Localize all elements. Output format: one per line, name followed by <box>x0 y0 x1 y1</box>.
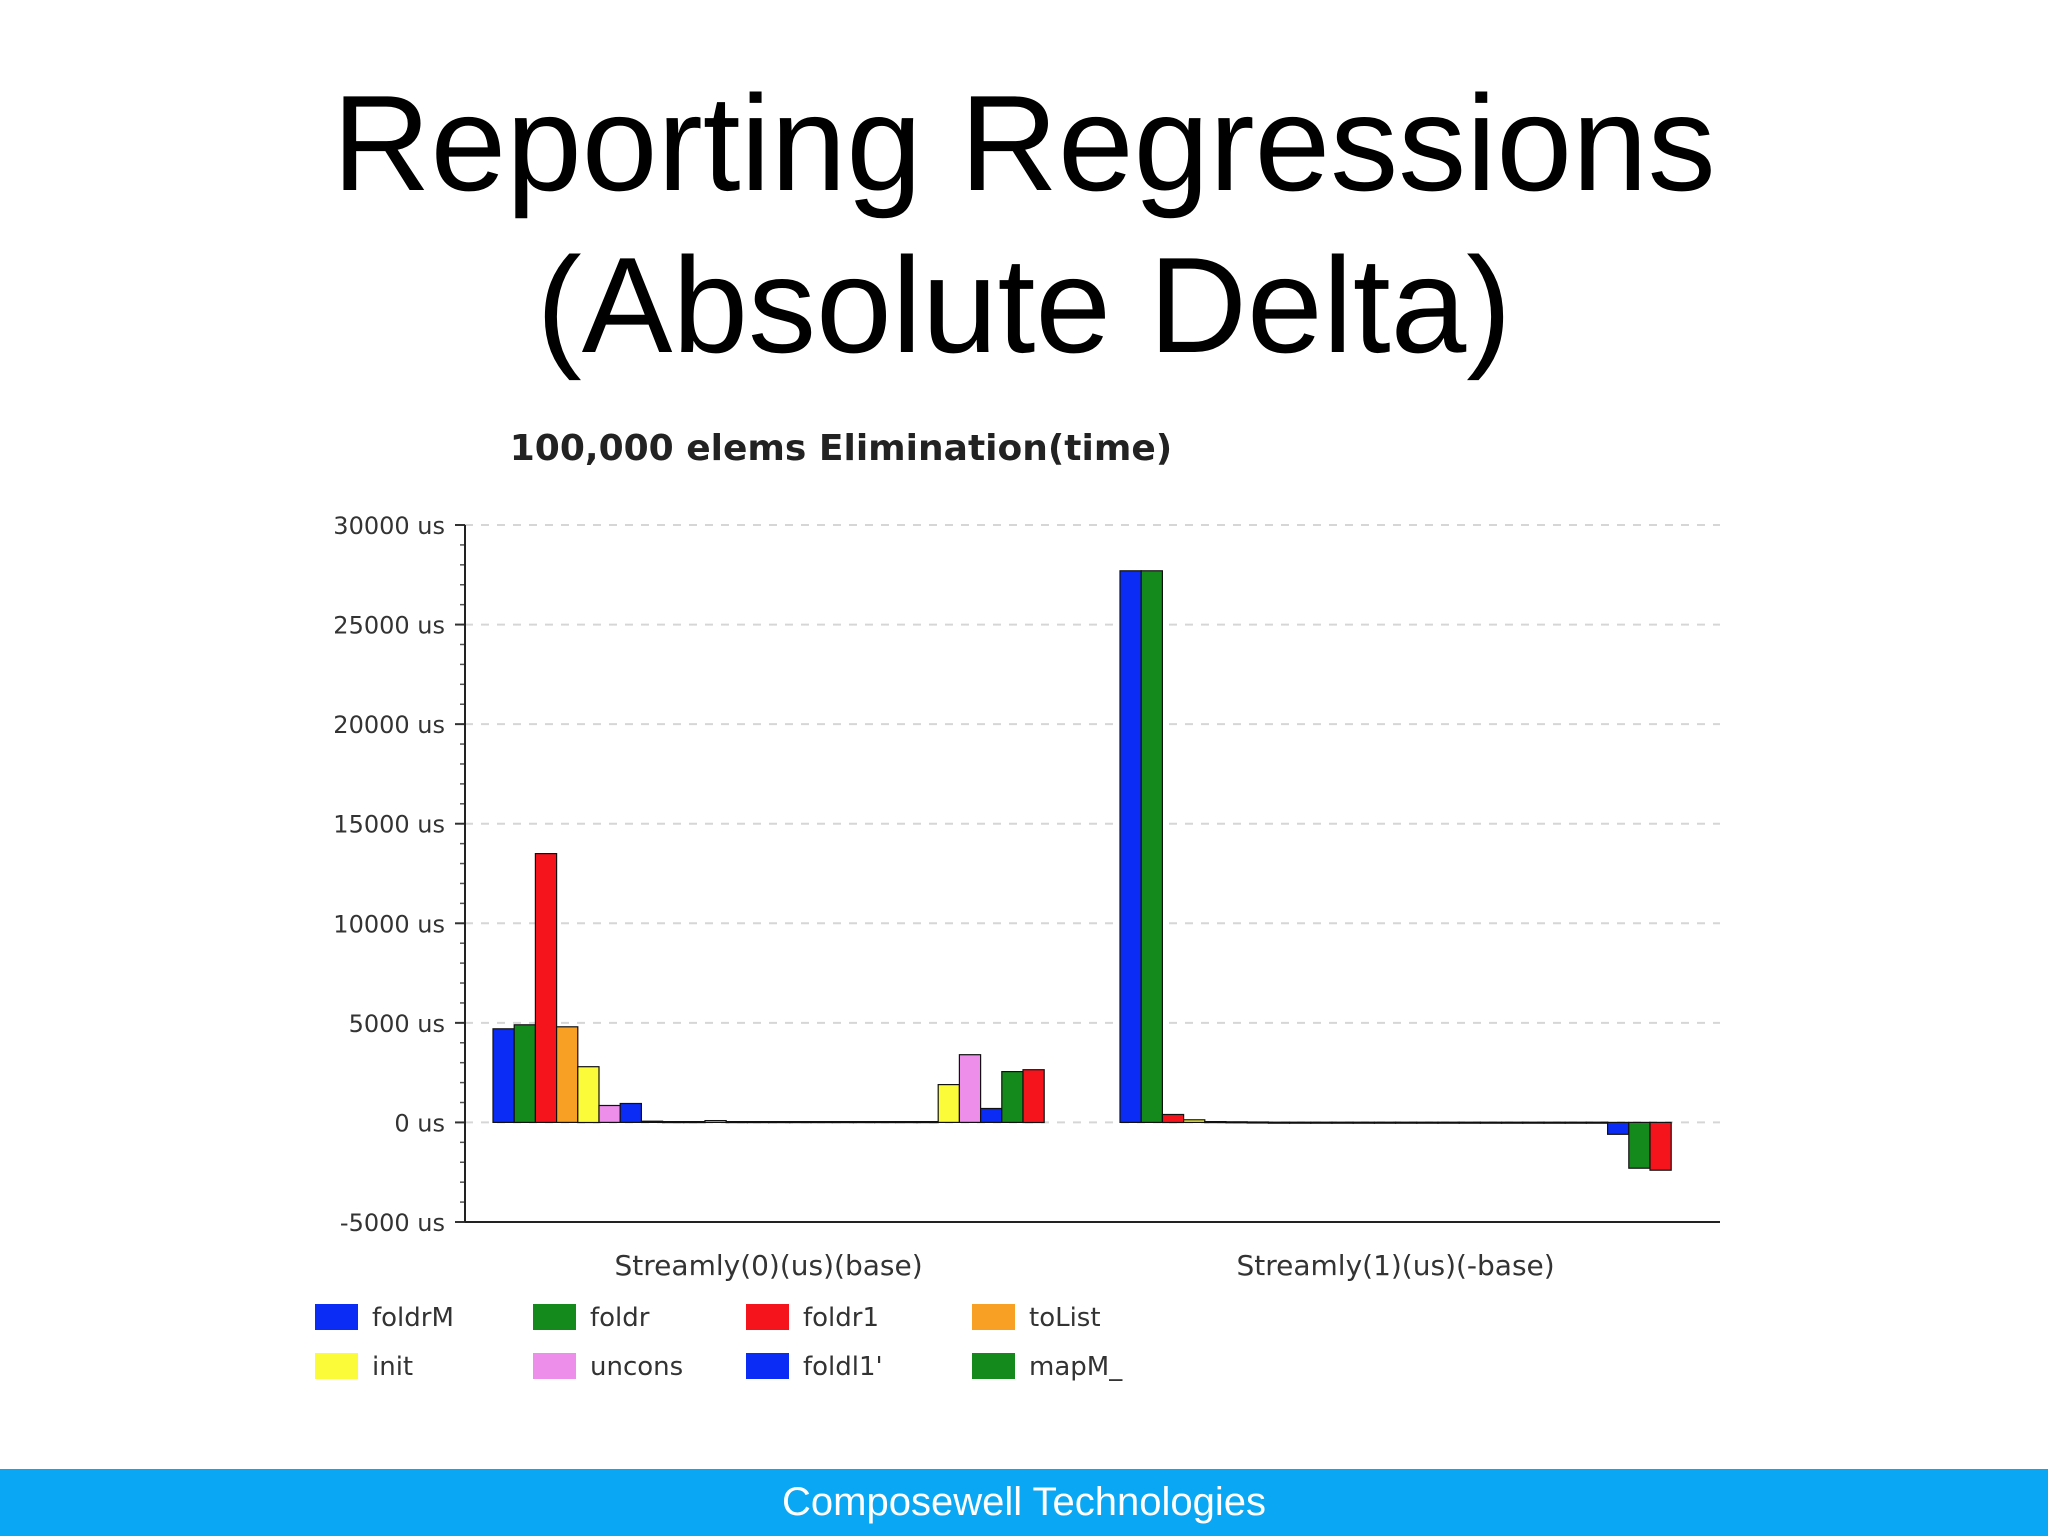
legend-swatch <box>972 1353 1015 1379</box>
bar <box>831 1120 855 1124</box>
bar <box>1458 1121 1481 1124</box>
bar <box>1437 1121 1460 1124</box>
bar <box>662 1120 685 1124</box>
x-category-label: Streamly(1)(us)(-base) <box>1236 1249 1554 1282</box>
x-category-label: Streamly(0)(us)(base) <box>615 1249 923 1282</box>
bar <box>810 1120 833 1124</box>
legend-swatch <box>315 1304 358 1330</box>
bar <box>513 1024 536 1123</box>
bar <box>1225 1121 1248 1124</box>
legend-swatch <box>315 1353 358 1379</box>
legend-label: init <box>372 1352 413 1382</box>
y-tick-label: 0 us <box>394 1109 445 1137</box>
bar <box>556 1026 579 1123</box>
bar <box>1649 1121 1672 1171</box>
y-tick-label: -5000 us <box>340 1209 445 1237</box>
bar <box>852 1120 876 1124</box>
bar <box>1500 1121 1524 1124</box>
bar <box>725 1120 749 1124</box>
bar <box>768 1120 791 1124</box>
y-tick-label: 20000 us <box>333 711 445 739</box>
chart-title: 100,000 elems Elimination(time) <box>510 428 1172 469</box>
bar <box>492 1028 515 1123</box>
bar <box>1001 1070 1024 1123</box>
bar <box>1416 1121 1439 1124</box>
bar <box>1267 1121 1291 1124</box>
bar <box>1161 1113 1185 1124</box>
y-tick-label: 5000 us <box>349 1010 445 1038</box>
legend-swatch <box>533 1353 576 1379</box>
bar <box>1373 1121 1397 1124</box>
bar <box>683 1120 706 1124</box>
chart-container: 100,000 elems Elimination(time) -5000 us… <box>300 420 1760 1420</box>
bar <box>704 1119 727 1123</box>
bar <box>598 1104 621 1123</box>
bar <box>1522 1121 1545 1124</box>
bar <box>895 1120 918 1124</box>
bar <box>873 1120 897 1124</box>
y-tick-label: 10000 us <box>333 910 445 938</box>
legend-swatch <box>746 1304 789 1330</box>
footer-bar: Composewell Technologies <box>0 1469 2048 1536</box>
bar <box>619 1102 643 1123</box>
bar-chart: 100,000 elems Elimination(time) -5000 us… <box>315 428 1720 1382</box>
bar <box>1479 1121 1503 1124</box>
bar <box>1140 570 1164 1123</box>
legend-label: foldl1' <box>803 1352 883 1382</box>
bar <box>1022 1069 1045 1124</box>
bar <box>1543 1121 1566 1124</box>
bar <box>958 1054 982 1124</box>
bar <box>1246 1121 1270 1124</box>
bar <box>1585 1121 1609 1124</box>
bar <box>979 1107 1003 1123</box>
bar <box>1119 570 1142 1123</box>
legend-label: mapM_ <box>1029 1352 1123 1382</box>
legend-swatch <box>533 1304 576 1330</box>
bar <box>789 1120 812 1124</box>
bar <box>640 1120 664 1124</box>
bar <box>534 853 558 1123</box>
y-tick-label: 30000 us <box>333 512 445 540</box>
bar <box>1310 1121 1333 1124</box>
legend-label: toList <box>1029 1303 1101 1333</box>
bar <box>1606 1121 1630 1135</box>
bar <box>1394 1121 1418 1124</box>
legend-label: foldr <box>590 1303 650 1333</box>
footer-text: Composewell Technologies <box>782 1480 1266 1524</box>
legend-swatch <box>746 1353 789 1379</box>
bar <box>1352 1121 1375 1124</box>
bar <box>1628 1121 1651 1169</box>
bar <box>1182 1119 1206 1123</box>
bar <box>1288 1121 1312 1124</box>
slide-title: Reporting Regressions (Absolute Delta) <box>0 62 2048 386</box>
bar <box>746 1120 770 1124</box>
bar <box>916 1120 939 1124</box>
bar <box>937 1083 961 1123</box>
legend-label: foldr1 <box>803 1303 879 1333</box>
bar <box>1331 1121 1354 1124</box>
bar <box>1204 1120 1227 1124</box>
bar <box>577 1066 600 1124</box>
slide-title-line-1: Reporting Regressions <box>332 67 1716 219</box>
slide-title-line-2: (Absolute Delta) <box>536 229 1512 381</box>
y-tick-label: 15000 us <box>333 811 445 839</box>
legend-swatch <box>972 1304 1015 1330</box>
legend-label: foldrM <box>372 1303 454 1333</box>
y-tick-label: 25000 us <box>333 612 445 640</box>
bar <box>1564 1121 1587 1124</box>
legend-label: uncons <box>590 1352 683 1382</box>
